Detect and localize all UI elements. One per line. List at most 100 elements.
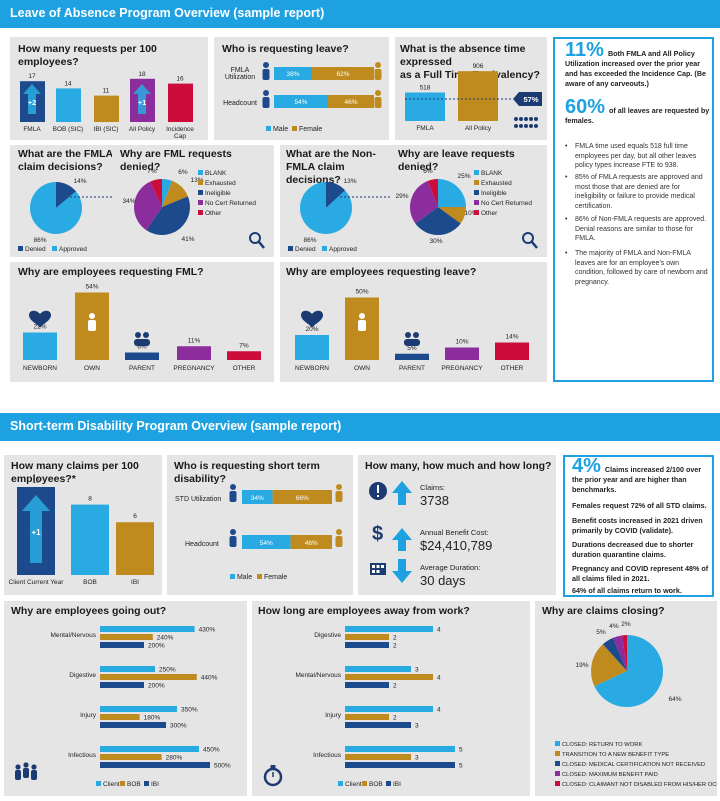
lv-rsn-value-2: 5% xyxy=(407,345,417,352)
out-bar-0-2 xyxy=(100,642,144,648)
who-bar-male-0 xyxy=(274,67,312,80)
leave-reasons-title: Why are employees requesting leave? xyxy=(286,266,477,278)
fml-denied-panel: Why are FML requests denied? 6% 13% 41% 34%… xyxy=(112,145,274,257)
duration-label: Average Duration: xyxy=(420,563,481,572)
req-label-1: BOB (SIC) xyxy=(53,126,84,133)
std-person-female-icon-0 xyxy=(335,484,343,502)
who-std-chart: 34% 66% 54% 46% xyxy=(229,484,343,549)
who-bar-female-1 xyxy=(328,95,374,108)
std-male-value-1: 54% xyxy=(260,540,273,547)
lv-rsn-label-1: OWN xyxy=(354,365,370,372)
fml-den-slice-3 xyxy=(134,181,162,231)
fml-rsn-heart-icon xyxy=(29,310,51,328)
away-value-2-2: 3 xyxy=(415,723,419,730)
fmla-dec-approved-value: 86% xyxy=(33,237,46,244)
lv-rsn-parent-icon-2 xyxy=(413,332,419,338)
out-bar-3-0 xyxy=(100,746,199,752)
lv-rsn-label-3: PREGNANCY xyxy=(441,365,483,372)
who-person-female-icon-0 xyxy=(374,62,382,80)
req-label-4a: Incidence xyxy=(166,126,194,133)
away-value-0-0: 4 xyxy=(437,627,441,634)
fml-rsn-value-1: 54% xyxy=(85,284,98,291)
lv-rsn-own-person-body xyxy=(358,320,366,331)
requests-chart: 17 FMLA 14 BOB (SIC) 11 IBI (SIC) 18 All Policy… xyxy=(20,71,194,140)
close-legend-swatch-4 xyxy=(555,781,560,786)
duration-value: 30 days xyxy=(420,573,466,588)
lv-den-slice-0 xyxy=(438,179,466,207)
fml-den-legend-2: Ineligible xyxy=(205,190,231,197)
claims-label: Claims: xyxy=(420,483,446,492)
nf-dec-slice-0 xyxy=(326,182,346,208)
std-stat-text-b: prior year and are higher than benchmark… xyxy=(572,475,687,494)
people-icon xyxy=(15,762,37,780)
fmla-decisions-title: What are the FMLA claim decisions? xyxy=(18,148,114,173)
std-bar-2 xyxy=(116,522,154,575)
fml-rsn-value-4: 7% xyxy=(239,342,249,349)
fte-panel: What is the absence time expressed as a F… xyxy=(395,37,547,140)
std-para-2: Benefit costs increased in 2021 driven p… xyxy=(572,516,703,535)
fml-rsn-label-4: OTHER xyxy=(233,365,256,372)
stopwatch-top xyxy=(270,765,276,768)
fmla-dec-denied-value: 14% xyxy=(73,178,86,185)
legend-male: Male xyxy=(266,126,288,133)
out-bar-2-2 xyxy=(100,722,166,728)
std-para-3: Durations decreased due to shorter durat… xyxy=(572,540,694,559)
who-male-value-0: 38% xyxy=(286,71,299,78)
lv-rsn-bar-3 xyxy=(445,347,479,360)
fte-bar-1 xyxy=(458,71,498,121)
req-arrow-label-1: +1 xyxy=(138,98,147,107)
away-legend-swatch-0 xyxy=(338,781,343,786)
leave-reasons-chart: 20% NEWBORN 50% OWN 5% PARENT 10% PREGNANCY 14% O… xyxy=(295,289,529,372)
out-legend-swatch-2 xyxy=(144,781,149,786)
close-legend-swatch-3 xyxy=(555,771,560,776)
req-up-arrow-icon-0 xyxy=(23,84,41,114)
out-bar-3-1 xyxy=(100,754,162,760)
close-legend-1: TRANSITION TO A NEW BENEFIT TYPE xyxy=(562,752,669,758)
away-legend-1: BOB xyxy=(369,781,383,788)
going-out-title: Why are employees going out? xyxy=(11,605,167,617)
who-bar-male-1 xyxy=(274,95,328,108)
out-legend-0: Client xyxy=(103,781,120,788)
nf-dec-legend-denied: Denied xyxy=(295,246,316,253)
fml-den-legend-4: Other xyxy=(205,210,222,217)
claims-value: 3738 xyxy=(420,493,449,508)
std-bar-female-0 xyxy=(272,490,332,504)
req-value-2: 11 xyxy=(103,88,110,95)
lv-rsn-heart-icon xyxy=(301,310,323,328)
leave-denied-title: Why are leave requests denied? xyxy=(398,148,515,173)
lv-den-slice-3 xyxy=(410,180,438,224)
req-label-2: IBI (SIC) xyxy=(94,126,119,133)
away-cat-1: Mental/Nervous xyxy=(295,672,341,679)
lv-rsn-value-3: 10% xyxy=(455,339,468,346)
out-cat-2: Injury xyxy=(80,712,97,719)
req-up-arrow-icon-1 xyxy=(133,84,151,114)
lv-den-label-2: 30% xyxy=(429,238,442,245)
fml-den-legend-swatch-0 xyxy=(198,170,203,175)
fmla-decisions-panel: What are the FMLA claim decisions? 14% 86%… xyxy=(10,145,122,257)
stat1-value: 11% xyxy=(565,39,604,61)
lv-den-label-4: 6% xyxy=(423,168,433,175)
away-bar-2-0 xyxy=(345,706,433,712)
who-person-female-icon-1 xyxy=(374,90,382,108)
side1-bullet-2: 85% of FMLA requests are approved and mo… xyxy=(575,174,703,210)
fmla-dec-slice-1 xyxy=(30,182,83,234)
std-person-male-icon-0 xyxy=(229,484,237,502)
people-group-icon xyxy=(514,117,538,128)
lv-den-legend-swatch-0 xyxy=(474,170,479,175)
claims-closing-chart: 64% 19% 5%4% 2% CLOSED: RETURN TO WORK TRANSI… xyxy=(555,621,717,788)
who-std-title: Who is requesting short term disability? xyxy=(174,460,320,485)
leave-denied-chart: 25% 10% 30% 29% 6% BLANK Exhausted Ineligible No… xyxy=(395,168,538,249)
std-bar-male-1 xyxy=(242,535,291,549)
lv-den-label-0: 25% xyxy=(457,173,470,180)
std-person-female-icon-1 xyxy=(335,529,343,547)
away-bar-2-2 xyxy=(345,722,411,728)
fml-den-legend-swatch-4 xyxy=(198,210,203,215)
section1-title: Leave of Absence Program Overview (sampl… xyxy=(10,6,325,20)
req-bar-1 xyxy=(56,88,81,122)
insights-box-1: 11% Both FMLA and All Policy Utilization… xyxy=(553,37,714,382)
away-title: How long are employees away from work? xyxy=(258,605,470,617)
lv-rsn-parent-body xyxy=(404,339,420,346)
std-stat-value: 4% xyxy=(572,455,601,477)
close-slice-2 xyxy=(602,637,627,671)
lv-rsn-value-0: 20% xyxy=(305,326,318,333)
